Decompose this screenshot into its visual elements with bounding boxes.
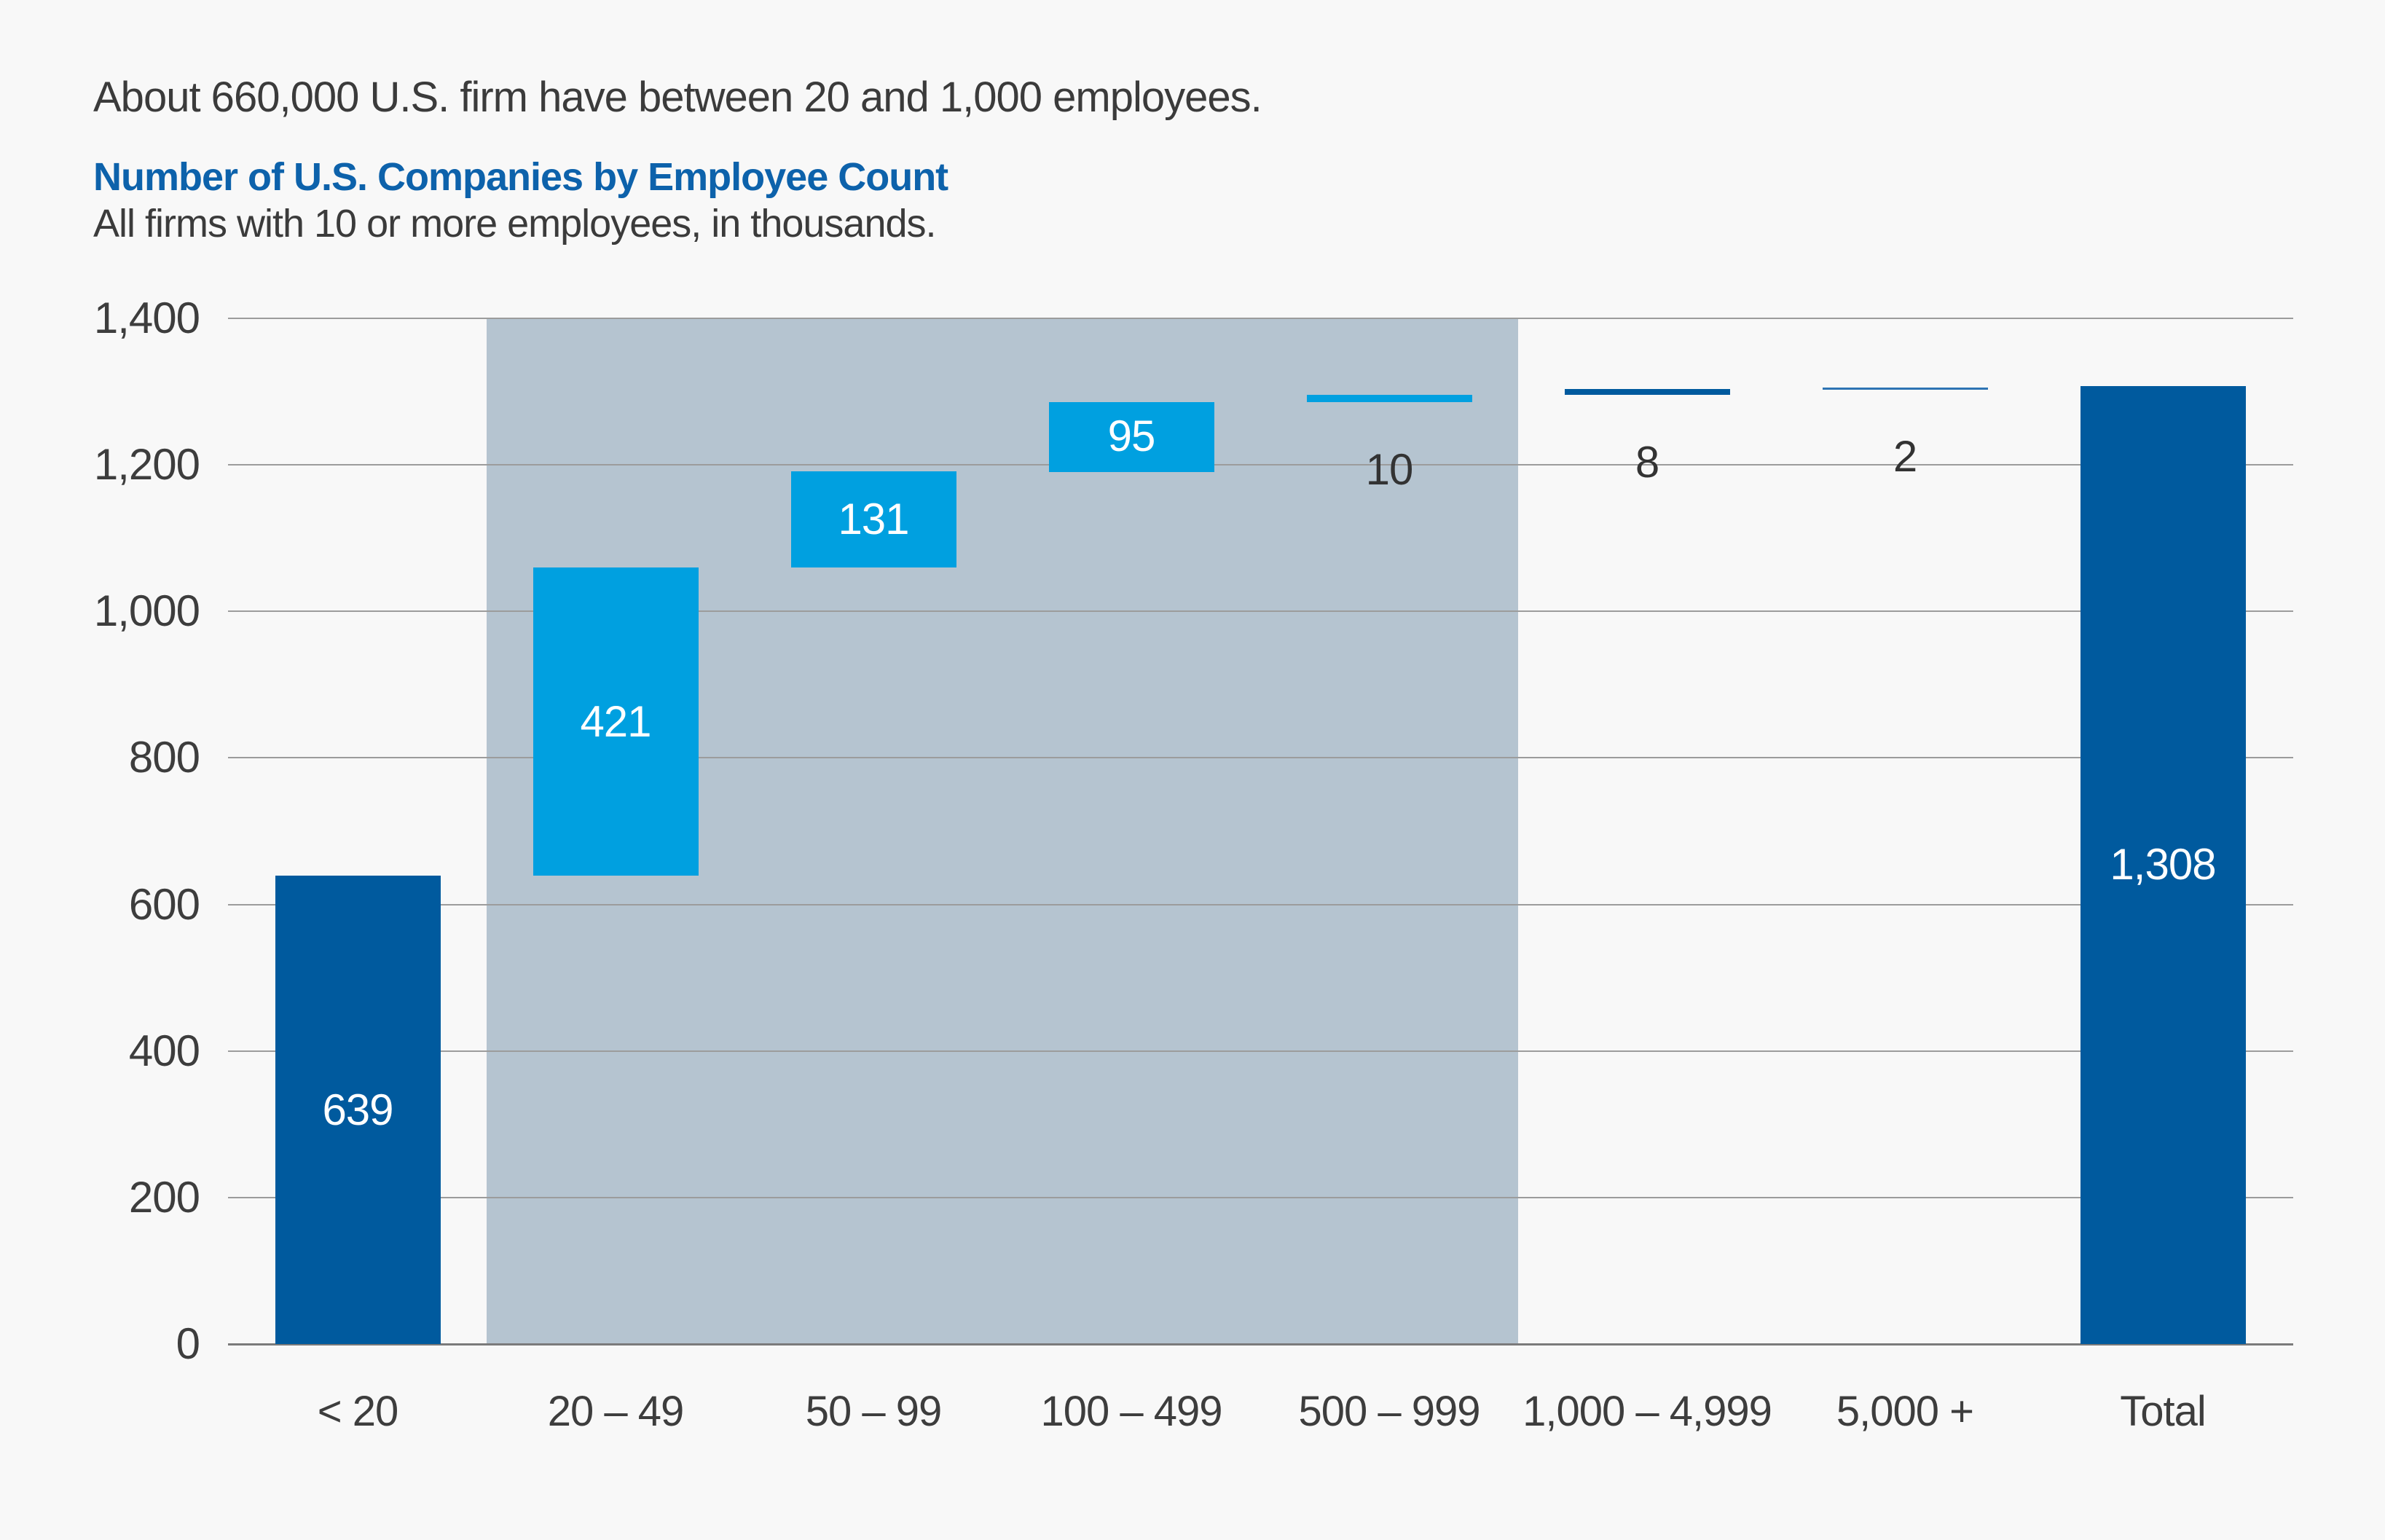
gridline [228, 1050, 2293, 1052]
x-axis-label: Total [2120, 1388, 2207, 1435]
bar-value-label: 421 [580, 697, 651, 746]
bar-value-label: 95 [1107, 412, 1156, 460]
chart-subtitle: All firms with 10 or more employees, in … [93, 202, 937, 245]
context-line: About 660,000 U.S. firm have between 20 … [93, 74, 1262, 121]
bar-1 [275, 876, 441, 1344]
bar-8 [2081, 386, 2246, 1344]
bar-4 [1049, 402, 1214, 472]
y-tick-label: 1,200 [93, 440, 200, 490]
y-tick-label: 600 [128, 879, 200, 929]
y-tick-label: 1,000 [93, 586, 200, 636]
bar-value-label: 10 [1365, 445, 1414, 494]
x-axis-label: 1,000 – 4,999 [1522, 1388, 1772, 1435]
gridline [228, 903, 2293, 905]
bar-6 [1565, 389, 1730, 395]
bar-value-label: 639 [322, 1085, 393, 1134]
bar-2 [533, 567, 699, 876]
bar-value-label: 8 [1635, 438, 1659, 487]
gridline [228, 318, 2293, 319]
x-axis-line [228, 1343, 2293, 1345]
x-axis-label: 500 – 999 [1298, 1388, 1480, 1435]
x-axis-label: 100 – 499 [1040, 1388, 1222, 1435]
bar-3 [791, 471, 956, 567]
y-tick-label: 400 [128, 1026, 200, 1075]
y-tick-label: 1,400 [93, 294, 200, 342]
x-axis-label: 5,000 + [1836, 1388, 1974, 1435]
bar-value-label: 1,308 [2110, 840, 2216, 889]
bar-5 [1307, 395, 1472, 402]
x-axis-label: 50 – 99 [805, 1388, 943, 1435]
gridline [228, 1196, 2293, 1198]
chart-title: Number of U.S. Companies by Employee Cou… [93, 155, 948, 199]
gridline [228, 757, 2293, 759]
bar-7 [1823, 388, 1988, 390]
x-axis-label: 20 – 49 [547, 1388, 685, 1435]
gridline [228, 610, 2293, 613]
bar-value-label: 2 [1893, 432, 1917, 481]
gridline [228, 464, 2293, 466]
x-axis-label: < 20 [317, 1388, 399, 1435]
bar-value-label: 131 [838, 495, 909, 543]
y-tick-label: 200 [128, 1172, 200, 1222]
y-tick-label: 800 [128, 733, 200, 782]
y-tick-label: 0 [176, 1319, 200, 1368]
